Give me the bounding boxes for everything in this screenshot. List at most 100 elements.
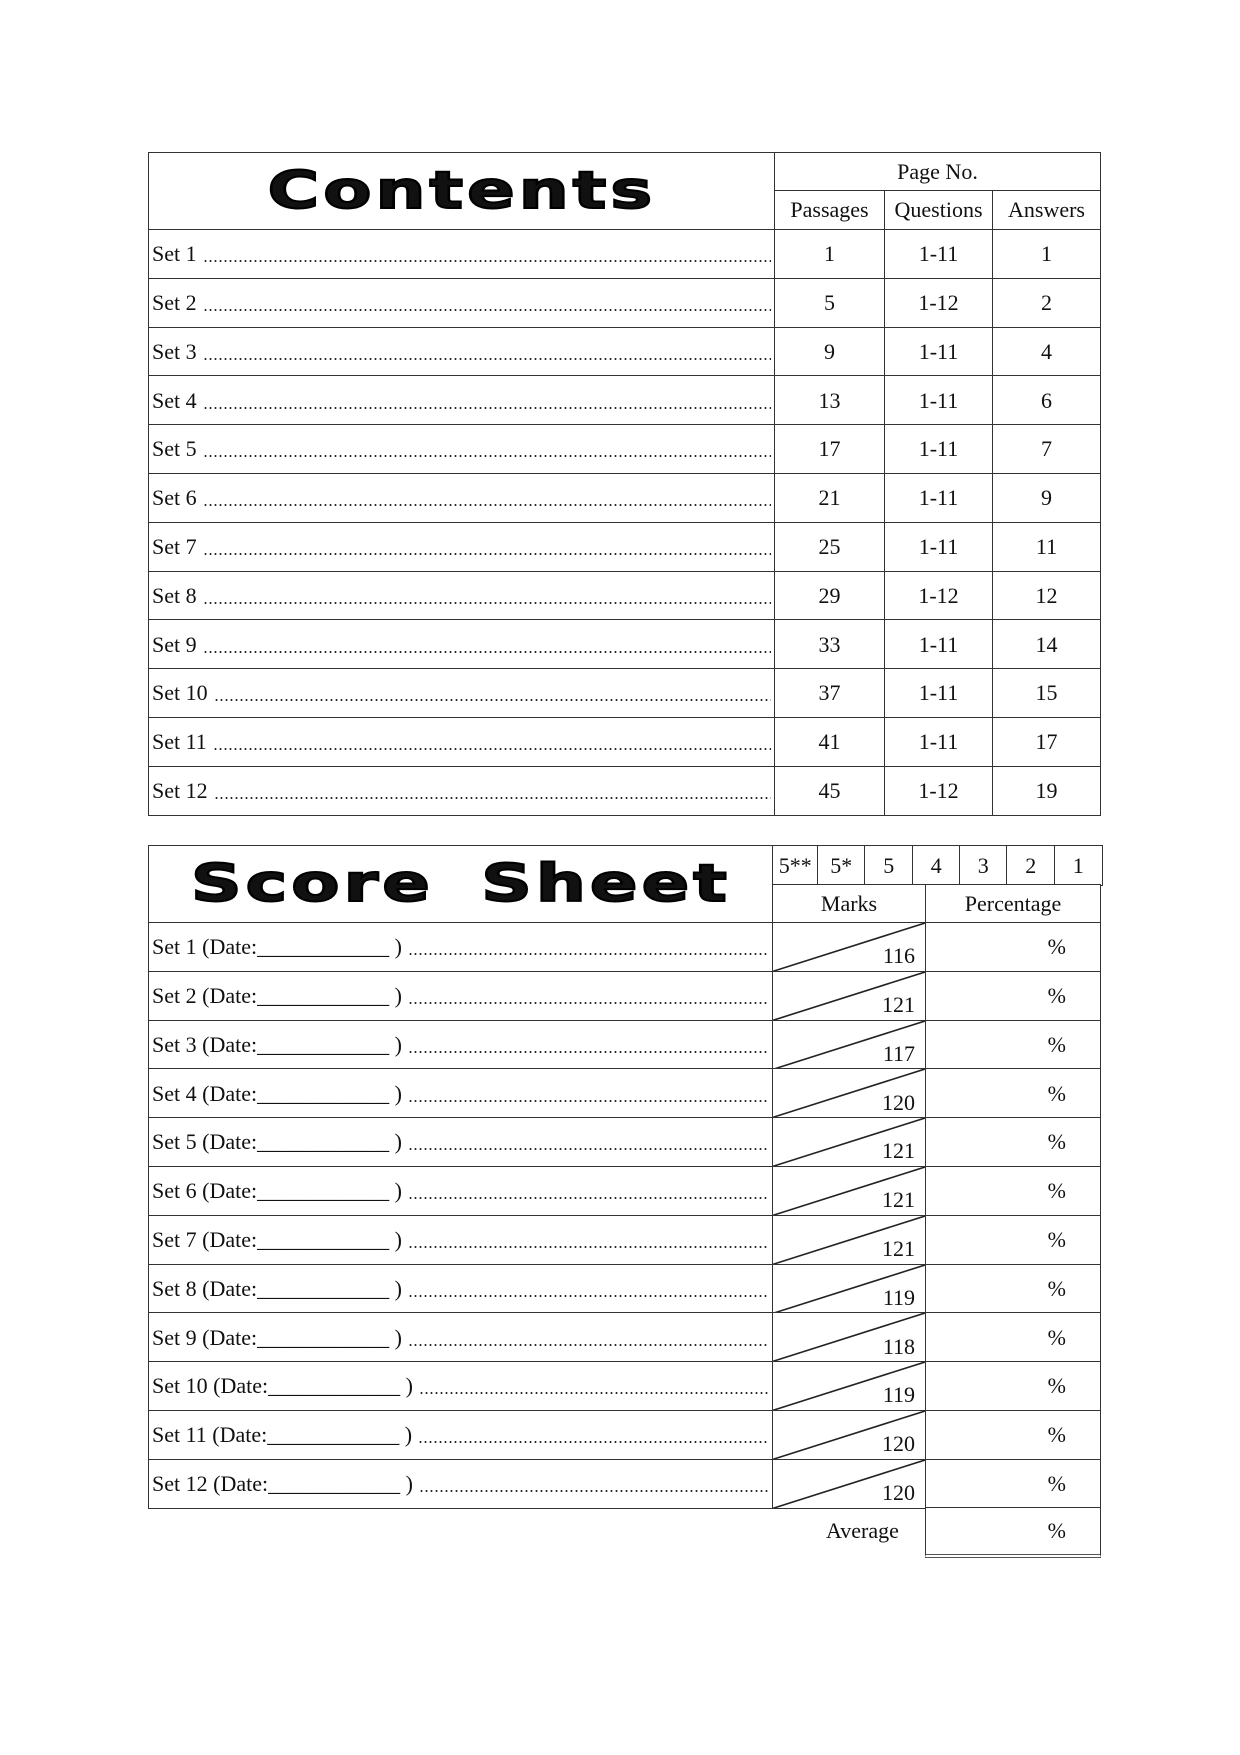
answers-page: 17 bbox=[992, 717, 1101, 768]
set-label: Set 1 bbox=[152, 241, 197, 267]
marks-cell[interactable]: 121 bbox=[772, 970, 926, 1022]
set-date-label[interactable]: Set 7 (Date:____________ ) bbox=[152, 1226, 402, 1252]
set-date-label[interactable]: Set 6 (Date:____________ ) bbox=[152, 1178, 402, 1204]
set-date-label[interactable]: Set 12 (Date:____________ ) bbox=[152, 1470, 413, 1496]
dot-leader bbox=[202, 584, 771, 607]
answers-page: 15 bbox=[992, 668, 1101, 719]
contents-row[interactable]: Set 6 bbox=[148, 473, 776, 524]
marks-cell[interactable]: 118 bbox=[772, 1312, 926, 1363]
diagonal-divider bbox=[773, 1362, 925, 1410]
percentage-cell[interactable]: % bbox=[925, 1361, 1101, 1412]
dot-leader bbox=[213, 682, 771, 705]
percent-sign: % bbox=[1047, 982, 1066, 1008]
set-date-label[interactable]: Set 3 (Date:____________ ) bbox=[152, 1031, 402, 1057]
marks-cell[interactable]: 120 bbox=[772, 1458, 926, 1510]
questions-range: 1-11 bbox=[884, 668, 993, 719]
dot-leader bbox=[202, 340, 771, 363]
page-no-header: Page No. bbox=[774, 152, 1101, 191]
grade-cell: 3 bbox=[959, 845, 1008, 886]
score-row: Set 8 (Date:____________ ) bbox=[148, 1263, 774, 1314]
dot-leader bbox=[407, 1326, 769, 1349]
set-date-label[interactable]: Set 1 (Date:____________ ) bbox=[152, 934, 402, 960]
contents-title: Contents bbox=[266, 160, 657, 222]
dot-leader bbox=[407, 1131, 769, 1154]
percent-sign: % bbox=[1047, 1518, 1066, 1543]
set-date-label[interactable]: Set 9 (Date:____________ ) bbox=[152, 1324, 402, 1350]
marks-cell[interactable]: 116 bbox=[772, 922, 926, 973]
diagonal-divider bbox=[773, 923, 925, 971]
marks-cell[interactable]: 121 bbox=[772, 1117, 926, 1168]
percentage-cell[interactable]: % bbox=[925, 970, 1101, 1022]
dot-leader bbox=[202, 633, 771, 656]
diagonal-divider bbox=[773, 1021, 925, 1069]
marks-total: 121 bbox=[882, 992, 915, 1018]
contents-row[interactable]: Set 9 bbox=[148, 619, 776, 670]
dot-leader bbox=[418, 1424, 769, 1447]
percentage-cell[interactable]: % bbox=[925, 1019, 1101, 1070]
score-row: Set 1 (Date:____________ ) bbox=[148, 922, 774, 973]
percentage-cell[interactable]: % bbox=[925, 1263, 1101, 1314]
contents-row[interactable]: Set 11 bbox=[148, 717, 776, 768]
percentage-cell[interactable]: % bbox=[925, 1458, 1101, 1510]
grade-cell: 5 bbox=[864, 845, 914, 886]
set-label: Set 8 bbox=[152, 582, 197, 608]
marks-cell[interactable]: 121 bbox=[772, 1214, 926, 1266]
score-row: Set 2 (Date:____________ ) bbox=[148, 970, 774, 1022]
marks-cell[interactable]: 119 bbox=[772, 1263, 926, 1314]
questions-range: 1-11 bbox=[884, 473, 993, 524]
percent-sign: % bbox=[1047, 934, 1066, 960]
percentage-cell[interactable]: % bbox=[925, 1117, 1101, 1168]
set-date-label[interactable]: Set 10 (Date:____________ ) bbox=[152, 1373, 413, 1399]
questions-range: 1-12 bbox=[884, 570, 993, 621]
marks-total: 120 bbox=[882, 1089, 915, 1115]
answers-page: 4 bbox=[992, 326, 1101, 377]
average-percentage-cell[interactable]: % bbox=[925, 1507, 1101, 1558]
set-label: Set 9 bbox=[152, 631, 197, 657]
marks-total: 120 bbox=[882, 1480, 915, 1506]
percentage-cell[interactable]: % bbox=[925, 922, 1101, 973]
set-label: Set 10 bbox=[152, 680, 208, 706]
percentage-cell[interactable]: % bbox=[925, 1214, 1101, 1266]
marks-cell[interactable]: 121 bbox=[772, 1166, 926, 1217]
passages-page: 37 bbox=[774, 668, 885, 719]
answers-page: 19 bbox=[992, 765, 1101, 817]
grade-cell: 4 bbox=[912, 845, 961, 886]
percentage-cell[interactable]: % bbox=[925, 1166, 1101, 1217]
percent-sign: % bbox=[1047, 1226, 1066, 1252]
contents-row[interactable]: Set 10 bbox=[148, 668, 776, 719]
contents-row[interactable]: Set 2 bbox=[148, 277, 776, 329]
set-date-label[interactable]: Set 4 (Date:____________ ) bbox=[152, 1080, 402, 1106]
contents-row[interactable]: Set 4 bbox=[148, 375, 776, 426]
dot-leader bbox=[213, 779, 771, 802]
questions-range: 1-11 bbox=[884, 424, 993, 475]
contents-row[interactable]: Set 12 bbox=[148, 765, 776, 817]
questions-header: Questions bbox=[884, 190, 993, 230]
contents-row[interactable]: Set 3 bbox=[148, 326, 776, 377]
contents-row[interactable]: Set 8 bbox=[148, 570, 776, 621]
set-label: Set 7 bbox=[152, 533, 197, 559]
set-date-label[interactable]: Set 2 (Date:____________ ) bbox=[152, 982, 402, 1008]
dot-leader bbox=[418, 1375, 769, 1398]
marks-cell[interactable]: 117 bbox=[772, 1019, 926, 1070]
percentage-cell[interactable]: % bbox=[925, 1312, 1101, 1363]
dot-leader bbox=[212, 731, 771, 754]
grade-cell: 2 bbox=[1006, 845, 1056, 886]
set-label: Set 3 bbox=[152, 338, 197, 364]
answers-page: 1 bbox=[992, 229, 1101, 280]
set-date-label[interactable]: Set 5 (Date:____________ ) bbox=[152, 1129, 402, 1155]
marks-cell[interactable]: 120 bbox=[772, 1410, 926, 1461]
marks-cell[interactable]: 119 bbox=[772, 1361, 926, 1412]
contents-row[interactable]: Set 5 bbox=[148, 424, 776, 475]
contents-row[interactable]: Set 1 bbox=[148, 229, 776, 280]
percentage-cell[interactable]: % bbox=[925, 1410, 1101, 1461]
set-date-label[interactable]: Set 8 (Date:____________ ) bbox=[152, 1275, 402, 1301]
percentage-cell[interactable]: % bbox=[925, 1068, 1101, 1119]
percentage-header: Percentage bbox=[925, 884, 1101, 923]
questions-range: 1-11 bbox=[884, 521, 993, 573]
score-row: Set 11 (Date:____________ ) bbox=[148, 1410, 774, 1461]
contents-row[interactable]: Set 7 bbox=[148, 521, 776, 573]
set-date-label[interactable]: Set 11 (Date:____________ ) bbox=[152, 1422, 413, 1448]
answers-page: 14 bbox=[992, 619, 1101, 670]
questions-range: 1-11 bbox=[884, 326, 993, 377]
marks-cell[interactable]: 120 bbox=[772, 1068, 926, 1119]
